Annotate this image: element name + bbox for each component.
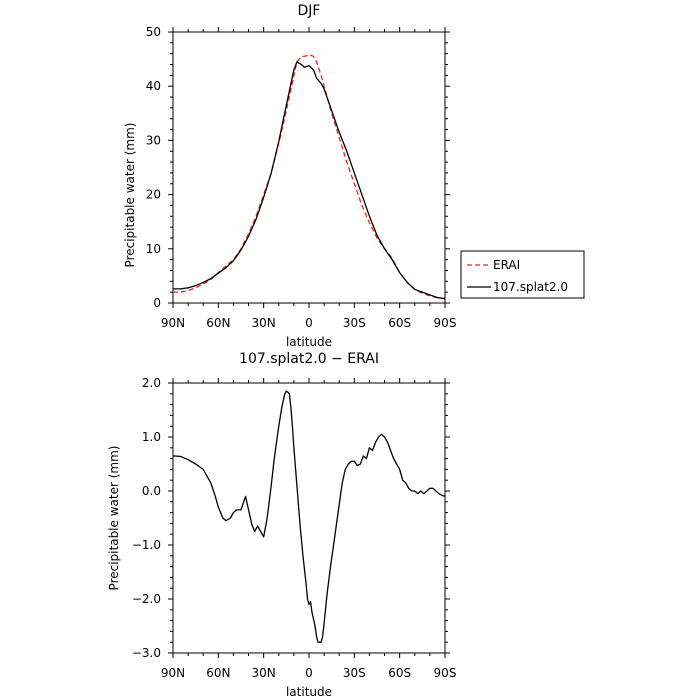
y-tick-label: 50 bbox=[146, 25, 161, 39]
x-tick-label: 0 bbox=[305, 666, 313, 680]
y-tick-labels-bottom: −3.0 −2.0 −1.0 0.0 1.0 2.0 bbox=[132, 376, 161, 660]
x-tick-label: 90S bbox=[434, 316, 457, 330]
ticks-bottom bbox=[168, 378, 450, 658]
y-tick-label: 2.0 bbox=[142, 376, 161, 390]
y-tick-labels-top: 0 10 20 30 40 50 bbox=[146, 25, 161, 310]
y-axis-label-bottom: Precipitable water (mm) bbox=[107, 446, 121, 591]
x-tick-label: 0 bbox=[305, 316, 313, 330]
chart-title-top: DJF bbox=[298, 3, 321, 19]
y-tick-label: 0 bbox=[153, 296, 161, 310]
x-tick-labels-bottom: 90N 60N 30N 0 30S 60S 90S bbox=[161, 666, 457, 680]
panel-top: DJF 90N 60N 30N 0 30S 60S 90S 0 10 20 30 40 50 lati… bbox=[123, 3, 585, 349]
x-tick-label: 90S bbox=[434, 666, 457, 680]
x-tick-labels-top: 90N 60N 30N 0 30S 60S 90S bbox=[161, 316, 457, 330]
y-tick-label: −3.0 bbox=[132, 646, 161, 660]
legend-label-erai: ERAI bbox=[493, 258, 520, 272]
ticks-top bbox=[168, 27, 450, 308]
x-tick-label: 30S bbox=[343, 316, 366, 330]
legend: ERAI 107.splat2.0 bbox=[460, 250, 585, 299]
plot-frame-top bbox=[172, 31, 446, 304]
legend-label-model: 107.splat2.0 bbox=[493, 280, 568, 294]
y-tick-label: 1.0 bbox=[142, 430, 161, 444]
x-axis-label-top: latitude bbox=[286, 335, 332, 349]
x-tick-label: 60S bbox=[388, 666, 411, 680]
x-tick-label: 60S bbox=[388, 316, 411, 330]
legend-box bbox=[460, 250, 585, 299]
x-tick-label: 30N bbox=[252, 666, 276, 680]
x-tick-label: 90N bbox=[161, 666, 185, 680]
x-tick-label: 60N bbox=[206, 666, 230, 680]
x-tick-label: 30S bbox=[343, 666, 366, 680]
x-tick-label: 90N bbox=[161, 316, 185, 330]
x-axis-label-bottom: latitude bbox=[286, 685, 332, 699]
chart-title-bottom: 107.splat2.0 − ERAI bbox=[239, 351, 379, 367]
y-axis-label-top: Precipitable water (mm) bbox=[123, 123, 137, 268]
series-line-difference bbox=[172, 390, 446, 643]
series-lines-top bbox=[173, 54, 446, 300]
y-tick-label: −2.0 bbox=[132, 592, 161, 606]
plot-frame-bottom bbox=[172, 382, 446, 654]
x-tick-label: 30N bbox=[252, 316, 276, 330]
panel-bottom: 107.splat2.0 − ERAI 90N 60N 30N 0 30S 60S 90S … bbox=[107, 351, 456, 699]
y-tick-label: 10 bbox=[146, 242, 161, 256]
y-tick-label: −1.0 bbox=[132, 538, 161, 552]
x-tick-label: 60N bbox=[206, 316, 230, 330]
series-lines-bottom bbox=[172, 390, 446, 643]
y-tick-label: 0.0 bbox=[142, 484, 161, 498]
series-line-107-splat2-0 bbox=[173, 61, 446, 300]
y-tick-label: 30 bbox=[146, 133, 161, 147]
y-tick-label: 40 bbox=[146, 79, 161, 93]
y-tick-label: 20 bbox=[146, 188, 161, 202]
series-line-erai bbox=[173, 54, 446, 300]
